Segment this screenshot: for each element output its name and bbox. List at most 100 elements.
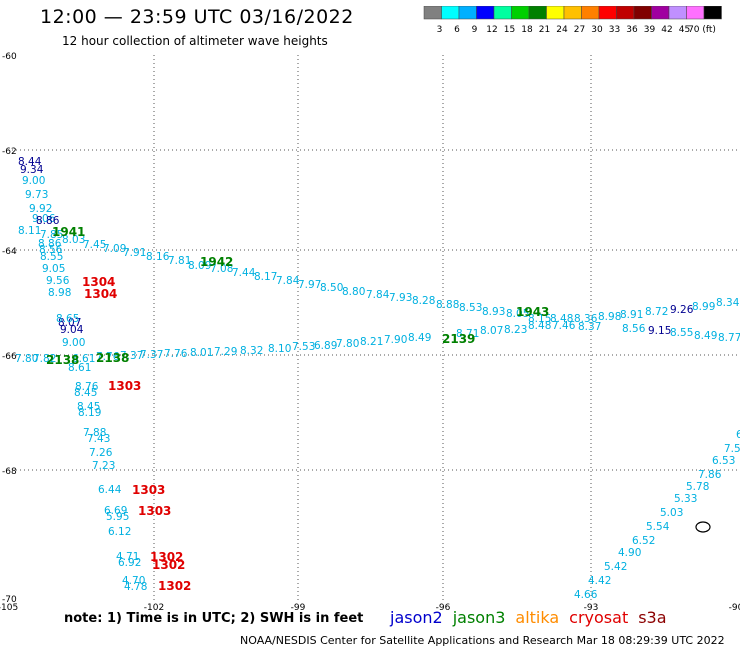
wave-height-value: 9.06 [32, 213, 56, 225]
wave-height-value: 8.01 [190, 347, 213, 359]
wave-height-value: 6.92 [118, 557, 141, 569]
wave-height-value: 7.5 [724, 443, 740, 455]
wave-height-value: 9.56 [46, 275, 70, 287]
wave-height-value: 8.11 [18, 225, 41, 237]
wave-height-value: 8.48 [528, 320, 551, 332]
pass-time-label: 1303 [138, 504, 171, 518]
wave-height-value: 7.80 [336, 338, 359, 350]
pass-time-label: 1941 [52, 225, 85, 239]
wave-height-value: 6.12 [108, 526, 131, 538]
latitude-label: -70 [2, 595, 17, 605]
wave-height-value: 8.76 [75, 381, 99, 393]
color-swatch [703, 6, 722, 20]
wave-height-value: 9.92 [29, 203, 52, 215]
latitude-label: -66 [2, 352, 17, 362]
wave-height-value: 8.49 [694, 330, 717, 342]
wave-height-value: 7.53 [292, 341, 315, 353]
color-scale-label: 3 [437, 25, 443, 35]
wave-height-value: 8.34 [716, 297, 740, 309]
wave-height-value: 4.78 [124, 581, 147, 593]
wave-height-value: 6.53 [712, 455, 735, 467]
longitude-label: -102 [144, 603, 164, 610]
wave-height-value: 8.36 [574, 313, 598, 325]
legend-item-s3a: s3a [638, 608, 667, 627]
wave-height-value: 9.73 [25, 189, 48, 201]
wave-height-value: 8.86 [38, 238, 62, 250]
longitude-label: -90 [729, 603, 740, 610]
color-scale-label: 42 [661, 25, 672, 35]
wave-height-value: 8.49 [408, 332, 431, 344]
wave-height-value: 9.26 [670, 304, 694, 316]
wave-height-value: 7.76 [96, 351, 120, 363]
pass-time-label: 2138 [96, 351, 129, 365]
wave-height-value: 7.97 [298, 279, 321, 291]
wave-height-value: 8.61 [68, 362, 91, 374]
color-scale-label: 24 [556, 25, 568, 35]
wave-height-value: 7.88 [83, 427, 106, 439]
color-scale-label: 18 [521, 25, 533, 35]
pass-time-label: 1303 [132, 483, 165, 497]
wave-height-value: 8.15 [528, 313, 551, 325]
latitude-label: -64 [2, 247, 17, 257]
color-scale-label: 21 [539, 25, 550, 35]
pass-time-label: 1302 [150, 550, 183, 564]
credit-line: NOAA/NESDIS Center for Satellite Applica… [240, 634, 725, 647]
wave-height-value: 5.33 [674, 493, 697, 505]
page-subtitle: 12 hour collection of altimeter wave hei… [62, 34, 328, 48]
wave-height-value: 9.05 [42, 263, 65, 275]
wave-height-value: 6.44 [98, 484, 122, 496]
altimeter-tracks: 8.449.349.009.739.929.068.117.858.038.86… [15, 156, 740, 601]
page-title: 12:00 — 23:59 UTC 03/16/2022 [40, 6, 354, 28]
wave-height-value: 7.09 [103, 243, 126, 255]
footnote: note: 1) Time is in UTC; 2) SWH is in fe… [64, 611, 364, 626]
wave-height-value: 5.03 [660, 507, 683, 519]
wave-height-value: 8.55 [40, 251, 63, 263]
wave-height-value: 8.86 [36, 215, 60, 227]
wave-height-value: 7.45 [83, 239, 106, 251]
wave-height-value: 7.81 [168, 255, 191, 267]
wave-height-value: 7.46 [552, 320, 576, 332]
longitude-label: -105 [0, 603, 18, 610]
wave-height-value: 7.82 [33, 353, 56, 365]
wave-height-value: 8.50 [320, 282, 343, 294]
wave-height-value: 6.61 [72, 353, 95, 365]
wave-height-value: 8.71 [456, 328, 479, 340]
legend-item-jason3: jason3 [452, 608, 506, 627]
wave-height-value: 5.42 [604, 561, 627, 573]
wave-height-value: 6.52 [632, 535, 655, 547]
wave-height-value: 8.10 [268, 343, 291, 355]
wave-height-value: 7.23 [92, 460, 115, 472]
wave-height-value: 8.88 [436, 299, 459, 311]
latitude-label: -60 [2, 52, 17, 62]
wave-height-value: 7.44 [232, 267, 256, 279]
latitude-label: -68 [2, 467, 17, 477]
wave-height-value: 5.54 [646, 521, 670, 533]
color-scale-label: 15 [504, 25, 515, 35]
wave-height-value: 7.86 [698, 469, 722, 481]
pass-time-label: 1302 [158, 579, 191, 593]
satellite-legend: jason2 jason3 altika cryosat s3a [390, 608, 677, 627]
wave-height-value: 8.21 [360, 336, 383, 348]
wave-height-map: -60 -62 -64 -66 -68 -70-105 -102 -99 -96 -93 -90 8… [0, 52, 740, 610]
wave-height-value: 8.56 [39, 244, 63, 256]
color-scale-label: 33 [609, 25, 620, 35]
wave-height-value: 7.90 [384, 334, 407, 346]
wave-height-value: 8.65 [56, 313, 79, 325]
pass-time-label: 1304 [82, 275, 115, 289]
wave-height-value: 7.84 [276, 275, 300, 287]
legend-item-altika: altika [515, 608, 560, 627]
wave-height-value: 7.37 [140, 349, 163, 361]
wave-height-value: 8.37 [578, 321, 601, 333]
wave-height-value: 8.03 [62, 234, 85, 246]
legend-item-cryosat: cryosat [569, 608, 629, 627]
wave-height-value: 9.34 [20, 164, 44, 176]
wave-height-value: 8.56 [622, 323, 646, 335]
wave-height-value: 8.45 [74, 387, 97, 399]
wave-height-value: 8.99 [692, 301, 715, 313]
wave-height-value: 7.08 [210, 263, 233, 275]
pass-time-label: 1303 [108, 379, 141, 393]
longitude-label: -93 [584, 603, 599, 610]
wave-height-value: 4.71 [116, 551, 139, 563]
wave-height-value: 8.80 [342, 286, 365, 298]
wave-height-value: 8.07 [58, 317, 81, 329]
